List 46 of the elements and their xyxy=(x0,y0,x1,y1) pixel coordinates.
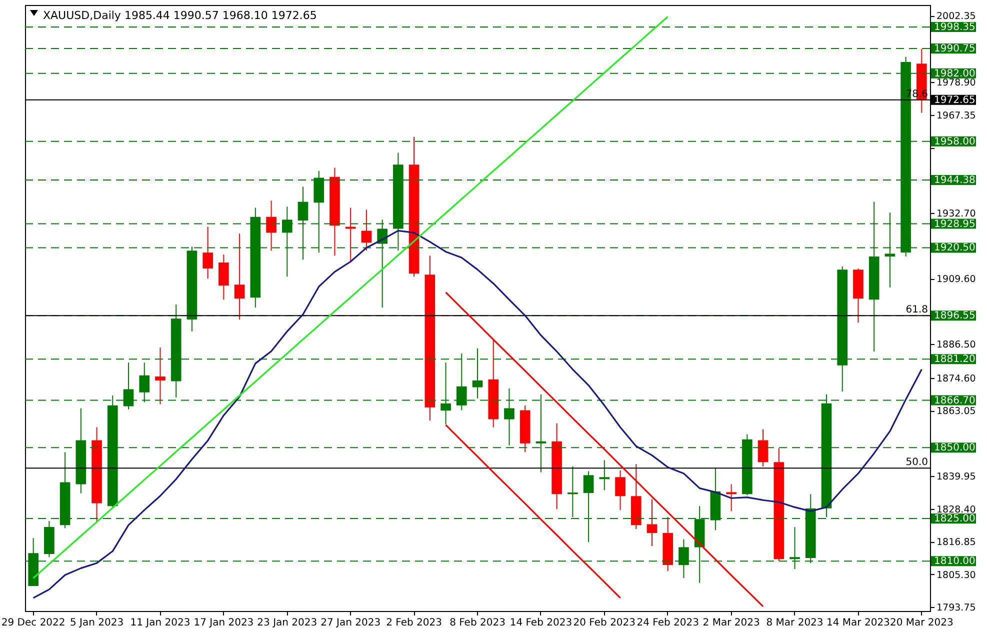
ref-line-label: 1810.00 xyxy=(934,556,976,568)
x-tick-label: 20 Feb 2023 xyxy=(573,618,636,628)
y-tick-label: 1805.30 xyxy=(936,570,976,581)
x-tick-label: 14 Feb 2023 xyxy=(510,618,572,628)
x-tick-label: 11 Jan 2023 xyxy=(130,618,190,628)
y-tick-label: 1863.05 xyxy=(936,406,976,418)
ref-line-label: 1866.70 xyxy=(934,395,976,406)
y-tick-label: 1874.60 xyxy=(936,373,976,384)
x-tick-label: 29 Dec 2022 xyxy=(1,618,66,628)
y-tick-label: 1839.95 xyxy=(936,472,976,483)
x-tick-label: 14 Mar 2023 xyxy=(826,618,890,628)
x-tick-label: 2 Feb 2023 xyxy=(386,618,442,628)
ref-line-label: 1958.00 xyxy=(934,136,976,148)
y-tick-label: 1793.75 xyxy=(936,602,976,614)
ref-line-label: 1850.00 xyxy=(934,442,976,454)
x-tick-label: 27 Jan 2023 xyxy=(320,618,381,628)
y-tick-label: 1932.70 xyxy=(936,208,976,220)
x-tick-label: 20 Mar 2023 xyxy=(890,618,954,628)
ref-line-label: 1881.20 xyxy=(934,354,976,366)
x-tick-label: 2 Mar 2023 xyxy=(702,618,760,628)
ref-line-label: 1920.50 xyxy=(934,242,976,254)
ref-line-label: 1825.00 xyxy=(934,514,976,525)
ref-line-label: 1896.55 xyxy=(934,310,976,322)
annotation: 61.8 xyxy=(906,304,928,316)
ref-line-label: 1982.00 xyxy=(934,68,976,80)
y-tick-label: 1886.50 xyxy=(936,340,976,351)
annotation: 78.6 xyxy=(906,88,928,100)
x-tick-label: 8 Feb 2023 xyxy=(450,618,506,628)
x-tick-label: 5 Jan 2023 xyxy=(70,618,124,628)
y-tick-label: 1816.85 xyxy=(936,537,976,548)
y-tick-label: 1828.40 xyxy=(936,504,976,516)
x-tick-label: 23 Jan 2023 xyxy=(257,618,318,628)
annotation: 50.0 xyxy=(906,457,928,468)
chart-title: XAUUSD,Daily 1985.44 1990.57 1968.10 1972.65 xyxy=(43,9,317,22)
ref-line-label: 1944.38 xyxy=(934,175,976,186)
ref-line-label: 1998.35 xyxy=(934,22,976,33)
ref-line-label: 1972.65 xyxy=(934,94,976,106)
ref-line-label: 1928.95 xyxy=(934,218,976,230)
x-tick-label: 24 Feb 2023 xyxy=(636,618,699,628)
y-tick-label: 1909.60 xyxy=(936,274,976,286)
y-tick-label: 2002.35 xyxy=(936,11,976,22)
y-tick-label: 1967.35 xyxy=(936,110,976,122)
ref-line-label: 1990.75 xyxy=(934,44,976,55)
x-tick-label: 17 Jan 2023 xyxy=(194,618,254,628)
y-tick-label: 1978.90 xyxy=(936,78,976,89)
x-tick-label: 8 Mar 2023 xyxy=(766,618,824,628)
